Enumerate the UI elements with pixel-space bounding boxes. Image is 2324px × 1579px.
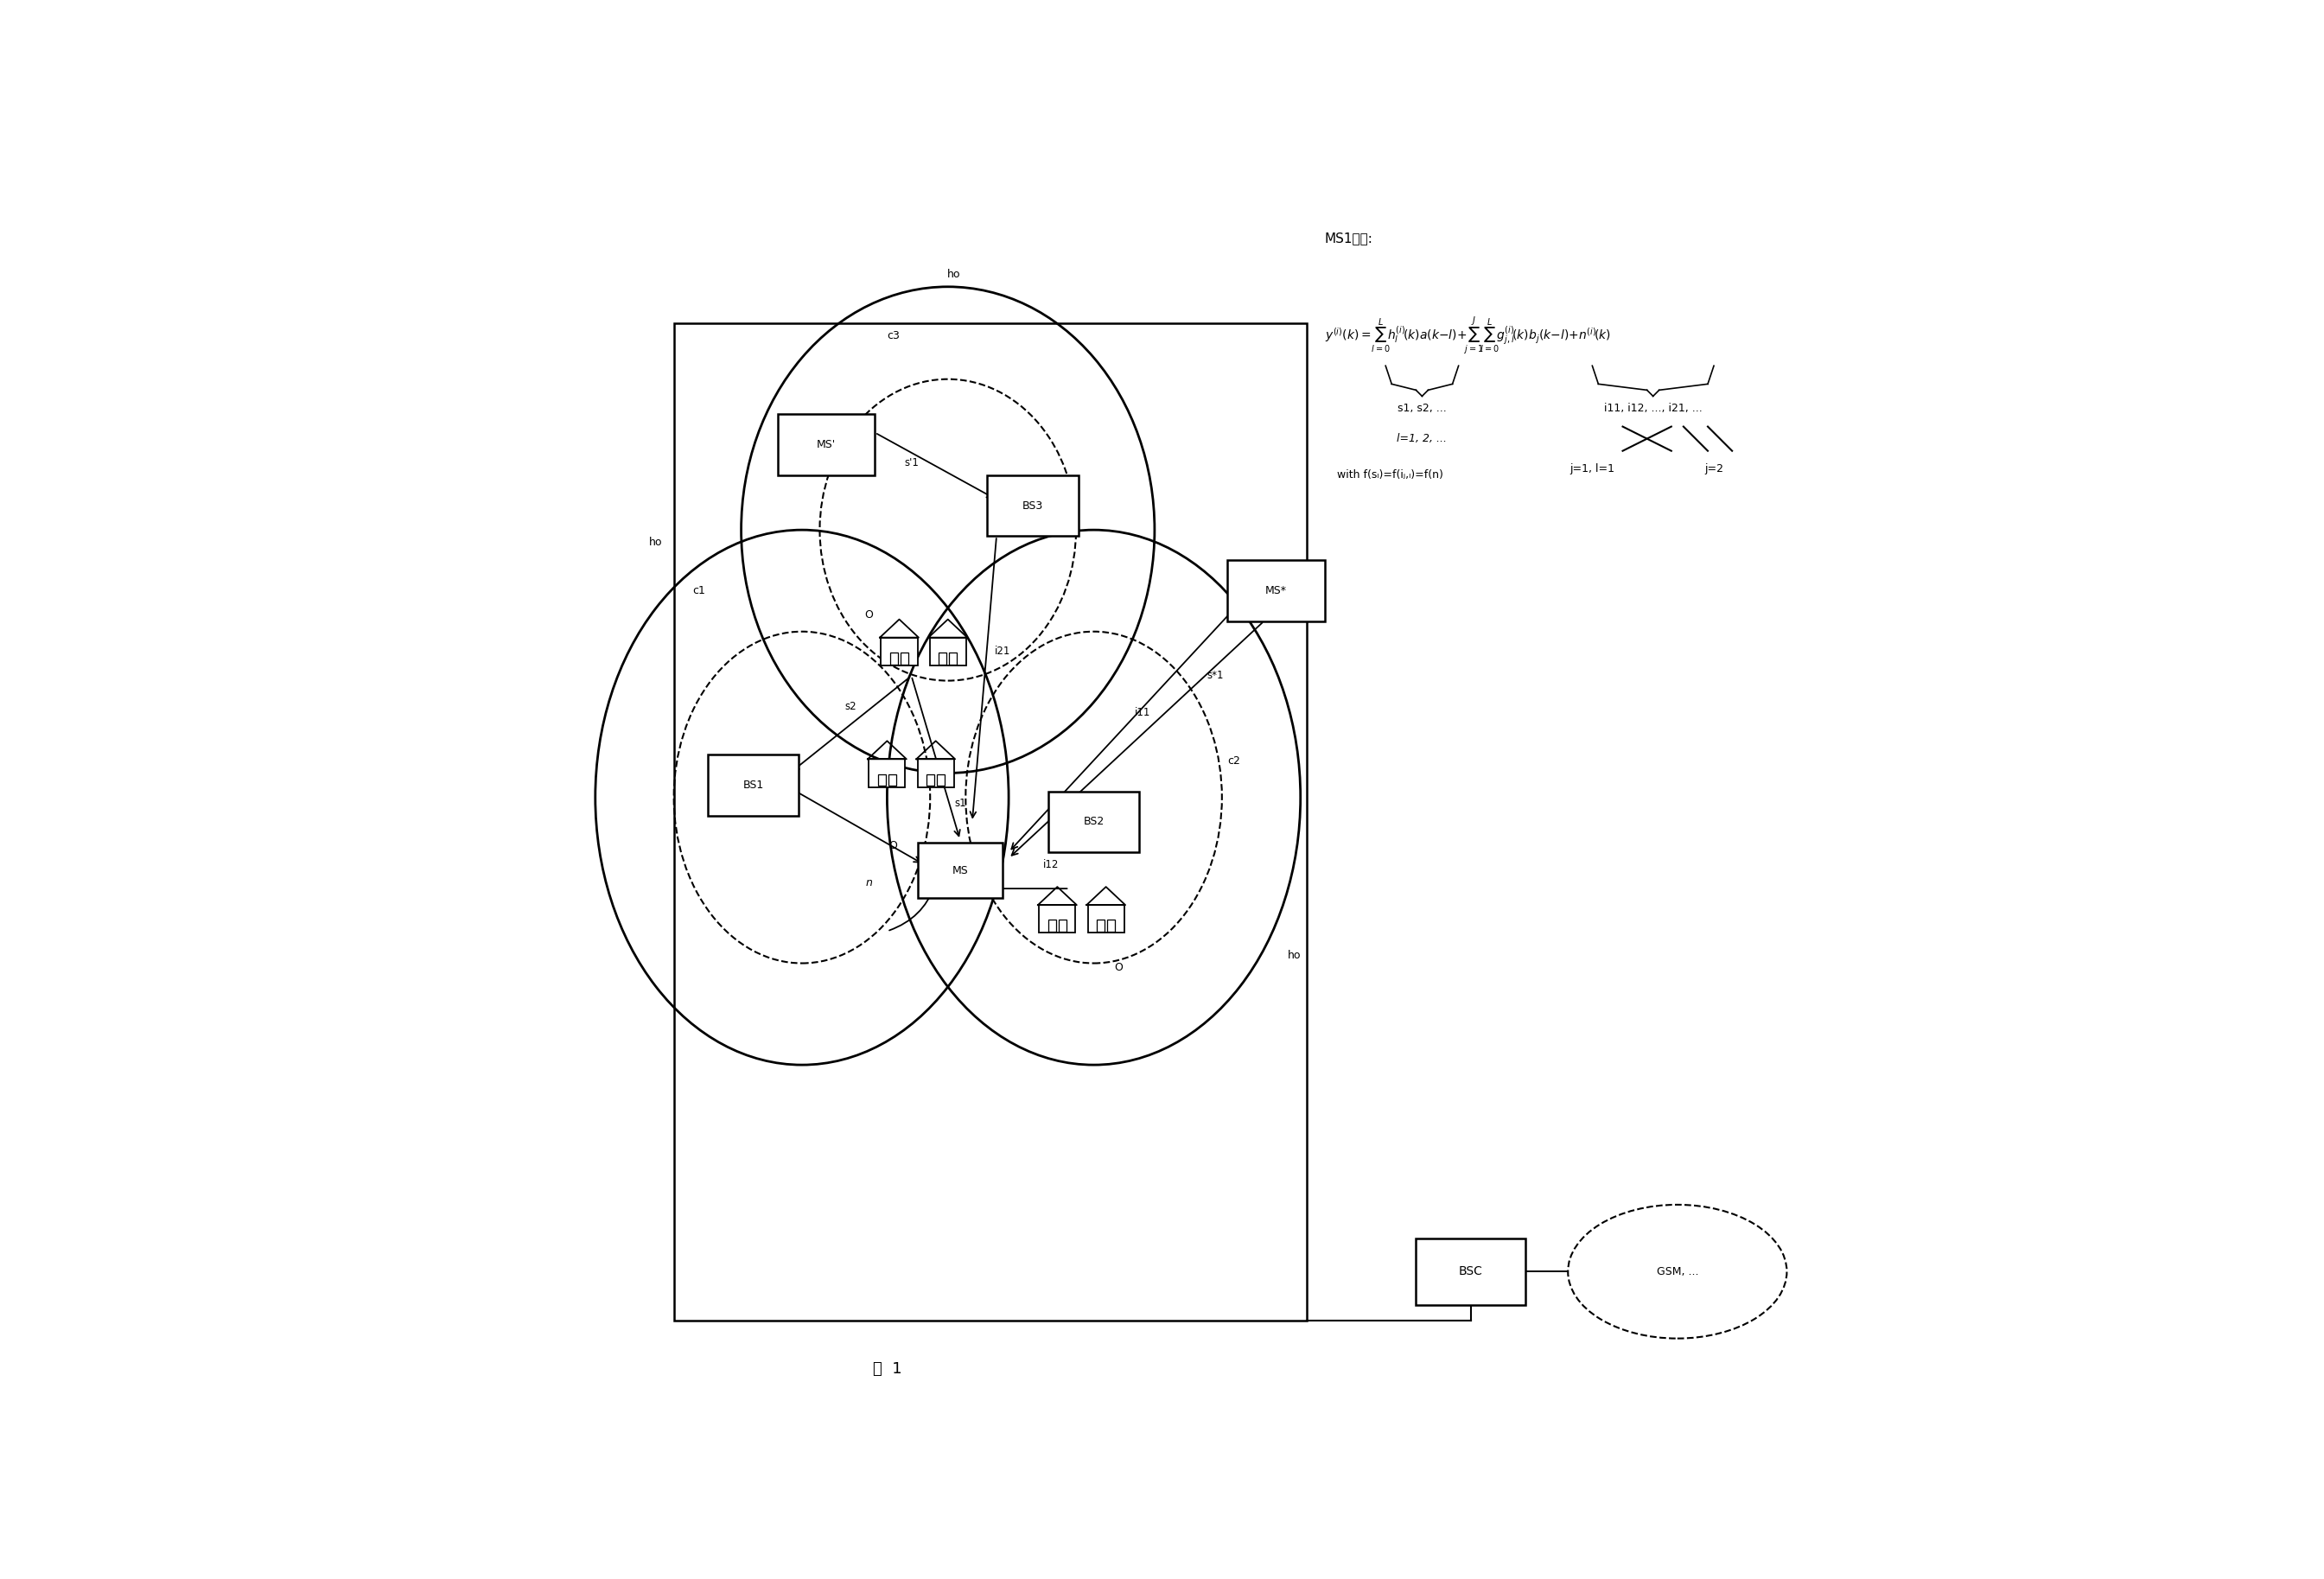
Text: c3: c3	[888, 330, 899, 341]
Bar	[779, 414, 874, 475]
Text: ho: ho	[1287, 951, 1301, 962]
Text: s1: s1	[955, 797, 967, 808]
Bar	[1048, 791, 1139, 853]
Bar	[918, 843, 1002, 898]
Text: O: O	[865, 609, 874, 621]
Bar	[1097, 921, 1104, 932]
Text: GSM, ...: GSM, ...	[1657, 1266, 1699, 1277]
Text: c2: c2	[1227, 755, 1241, 766]
Bar	[1060, 921, 1067, 932]
Text: MS*: MS*	[1264, 586, 1287, 597]
Bar	[1227, 561, 1325, 621]
Bar	[674, 324, 1306, 1320]
Bar	[927, 774, 934, 786]
Text: j=2: j=2	[1703, 464, 1724, 475]
Bar	[1415, 1238, 1525, 1304]
Bar	[888, 774, 897, 786]
Text: s2: s2	[844, 701, 858, 712]
Text: O: O	[1113, 962, 1122, 973]
Text: i11: i11	[1134, 707, 1150, 718]
Text: i21: i21	[995, 646, 1011, 657]
Bar	[869, 759, 906, 786]
Bar	[930, 638, 967, 665]
Text: s'1: s'1	[904, 458, 918, 469]
Text: MS1接收:: MS1接收:	[1325, 232, 1373, 245]
Bar	[988, 475, 1078, 535]
Bar	[881, 638, 918, 665]
Text: l=1, 2, ...: l=1, 2, ...	[1397, 433, 1448, 444]
Text: j=1, l=1: j=1, l=1	[1569, 464, 1615, 475]
Text: c1: c1	[693, 586, 704, 597]
Bar	[1048, 921, 1055, 932]
Bar	[709, 755, 799, 816]
Bar	[948, 652, 957, 665]
Text: BSC: BSC	[1459, 1265, 1483, 1277]
Bar	[890, 652, 897, 665]
Bar	[918, 759, 953, 786]
Text: s1, s2, ...: s1, s2, ...	[1397, 403, 1446, 414]
Bar	[902, 652, 909, 665]
Text: s*1: s*1	[1206, 669, 1225, 682]
Bar	[1109, 921, 1116, 932]
Text: i12: i12	[1043, 859, 1060, 870]
Text: O: O	[888, 840, 897, 851]
Text: 图  1: 图 1	[872, 1361, 902, 1377]
Bar	[1088, 905, 1125, 933]
Text: BS3: BS3	[1023, 501, 1043, 512]
Text: ho: ho	[948, 268, 960, 279]
Bar	[878, 774, 885, 786]
Text: ho: ho	[648, 537, 662, 548]
Text: BS2: BS2	[1083, 816, 1104, 827]
Text: MS': MS'	[816, 439, 837, 450]
Bar	[939, 652, 946, 665]
Text: i11, i12, ..., i21, ...: i11, i12, ..., i21, ...	[1604, 403, 1701, 414]
Text: BS1: BS1	[744, 780, 765, 791]
Bar	[1039, 905, 1076, 933]
Text: MS: MS	[953, 865, 969, 876]
Text: n: n	[865, 876, 872, 887]
Bar	[937, 774, 946, 786]
Text: $y^{(i)}(k){=}\!\sum_{l=0}^{L}\!h_l^{(i)}\!(k)a(k{-}l){+}\!\sum_{j=1}^{J}\!\sum_: $y^{(i)}(k){=}\!\sum_{l=0}^{L}\!h_l^{(i)…	[1325, 314, 1611, 357]
Text: with f(sₗ)=f(iⱼ,ₗ)=f(n): with f(sₗ)=f(iⱼ,ₗ)=f(n)	[1336, 469, 1443, 482]
